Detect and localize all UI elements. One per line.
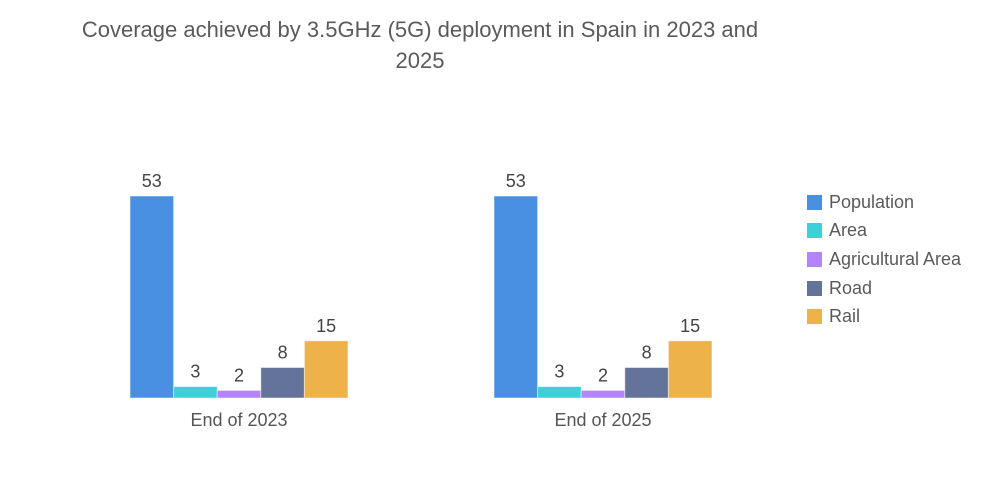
bar-population-0 (129, 195, 175, 399)
data-label: 53 (506, 171, 526, 191)
legend-item-agricultural-area[interactable]: Agricultural Area (807, 245, 961, 274)
data-label: 15 (316, 316, 336, 336)
bar-agricultural-area-0 (216, 389, 262, 399)
legend-label: Rail (829, 306, 861, 327)
legend-swatch (807, 194, 822, 210)
x-tick-label: End of 2023 (190, 410, 287, 430)
data-label: 3 (190, 362, 200, 382)
bar-road-0 (260, 367, 305, 399)
legend-label: Agricultural Area (829, 248, 962, 269)
bar-road-1 (624, 367, 669, 399)
chart-title: Coverage achieved by 3.5GHz (5G) deploym… (81, 17, 759, 73)
bar-population-1 (493, 195, 539, 399)
legend-item-population[interactable]: Population (807, 188, 961, 217)
data-label: 3 (554, 362, 564, 382)
bar-rail-0 (303, 340, 349, 399)
bar-rail-1 (667, 340, 713, 399)
legend-item-area[interactable]: Area (807, 217, 961, 246)
bar-agricultural-area-1 (580, 389, 626, 399)
data-label: 2 (598, 365, 608, 385)
legend-swatch (807, 309, 822, 325)
bar-group-0: 53 3 2 8 15 (129, 171, 349, 399)
data-label: 2 (234, 365, 244, 385)
legend-swatch (807, 251, 822, 267)
legend-label: Road (829, 277, 873, 298)
data-label: 15 (680, 316, 700, 336)
bar-group-1: 53 3 2 8 15 (493, 171, 713, 399)
legend-label: Population (829, 191, 915, 212)
legend: Population Area Agricultural Area Road Rail (807, 188, 961, 331)
bar-area-0 (173, 386, 218, 399)
legend-swatch (807, 223, 822, 239)
data-label: 8 (642, 343, 652, 363)
legend-item-road[interactable]: Road (807, 274, 961, 303)
data-label: 8 (278, 343, 288, 363)
legend-item-rail[interactable]: Rail (807, 302, 961, 331)
x-tick-label: End of 2025 (554, 410, 651, 430)
legend-label: Area (829, 220, 868, 241)
bar-area-1 (537, 386, 582, 399)
legend-swatch (807, 280, 822, 296)
data-label: 53 (142, 171, 162, 191)
